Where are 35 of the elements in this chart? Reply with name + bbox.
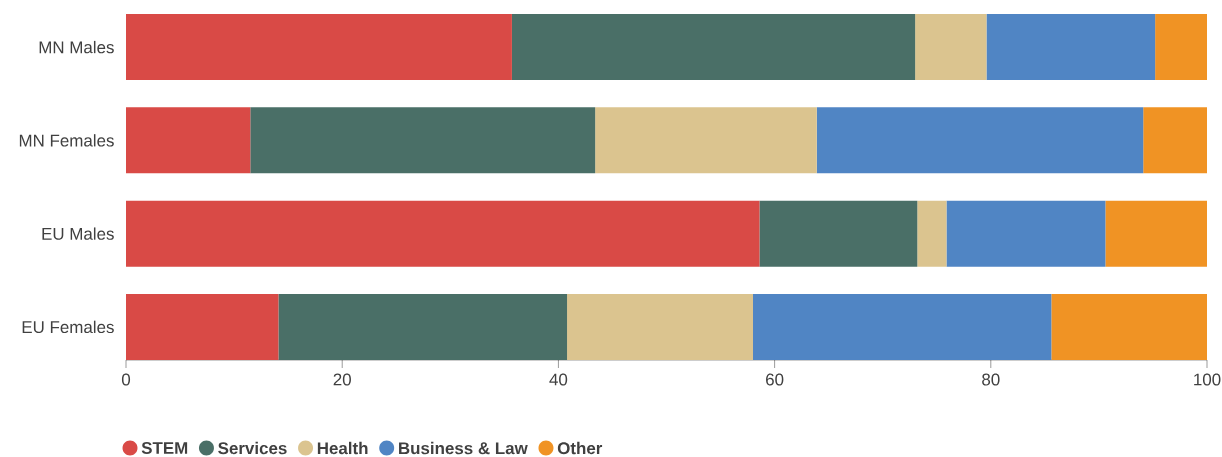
x-tick-label: 0 bbox=[121, 373, 131, 386]
x-tick-label: 40 bbox=[549, 373, 568, 386]
bar bbox=[250, 107, 596, 174]
x-tick-label: 20 bbox=[333, 373, 351, 386]
bar bbox=[946, 200, 1106, 267]
legend-label: Other bbox=[557, 441, 603, 455]
bar bbox=[278, 293, 568, 360]
bar bbox=[917, 200, 947, 267]
x-tick-label: 60 bbox=[766, 373, 784, 386]
bar bbox=[752, 293, 1052, 360]
bar bbox=[126, 293, 279, 360]
bar bbox=[759, 200, 918, 267]
bar bbox=[1143, 107, 1208, 174]
x-tick-label: 80 bbox=[982, 373, 1000, 386]
bar bbox=[816, 107, 1144, 174]
bar bbox=[595, 107, 817, 174]
y-tick-label: EU Males bbox=[42, 227, 114, 240]
legend-label: Health bbox=[317, 441, 368, 455]
x-tick-label: 100 bbox=[1194, 373, 1221, 386]
bar bbox=[126, 200, 760, 267]
legend-label: Business & Law bbox=[399, 441, 528, 455]
legend-label: STEM bbox=[141, 442, 188, 454]
bar bbox=[126, 107, 251, 174]
legend-label: Services bbox=[218, 441, 287, 455]
y-tick-label: EU Females bbox=[22, 320, 114, 334]
bar bbox=[1051, 293, 1208, 360]
bar bbox=[1105, 200, 1208, 267]
bar bbox=[567, 293, 753, 360]
y-tick-label: MN Males bbox=[39, 40, 114, 54]
bar bbox=[1155, 14, 1208, 81]
bar bbox=[126, 14, 512, 81]
bar bbox=[986, 14, 1156, 81]
bar bbox=[915, 14, 987, 81]
y-tick-label: MN Females bbox=[19, 134, 114, 147]
bar bbox=[511, 14, 916, 81]
